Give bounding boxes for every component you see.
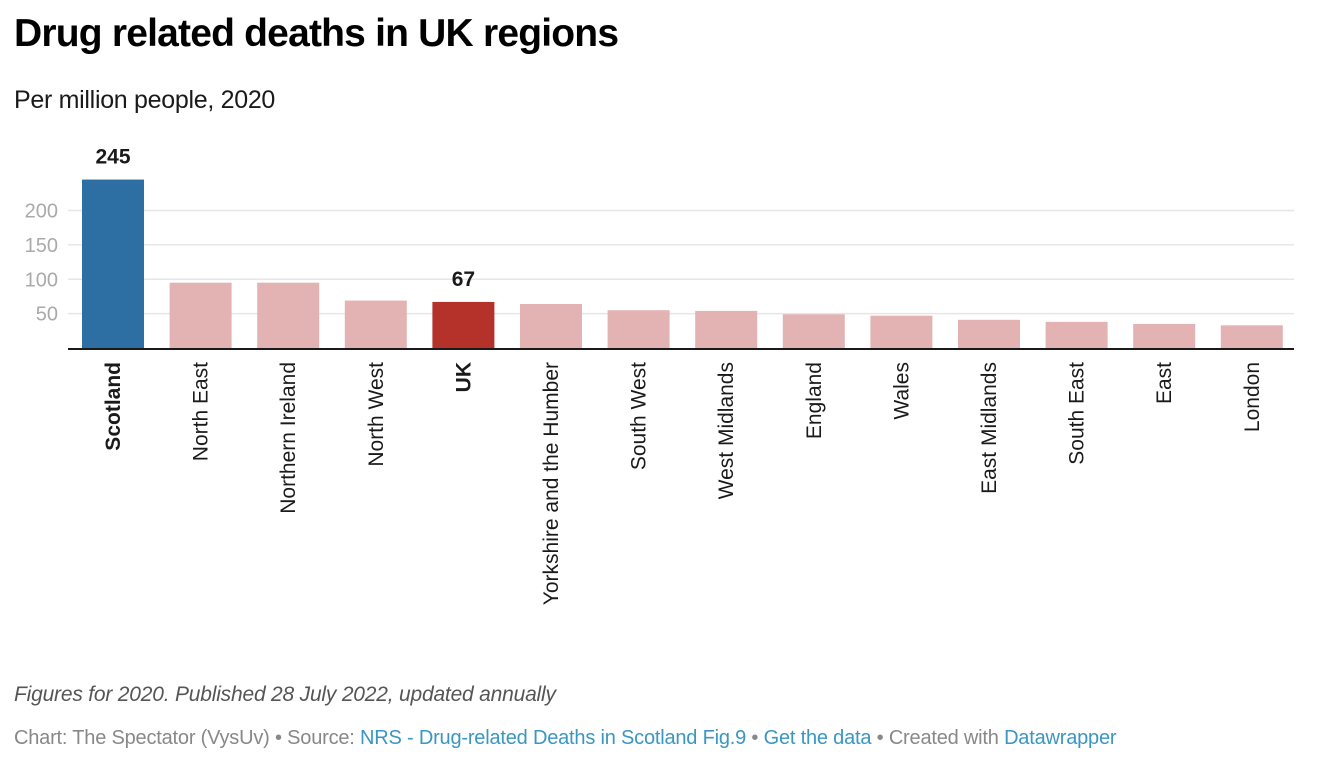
bar xyxy=(257,282,320,348)
x-tick-label: North East xyxy=(190,362,213,461)
y-tick-label: 200 xyxy=(25,201,58,223)
x-tick-label: UK xyxy=(452,362,475,392)
source-prefix: Source: xyxy=(287,727,355,749)
x-tick-label: East xyxy=(1153,362,1176,404)
x-tick-label: South East xyxy=(1066,362,1089,465)
bars xyxy=(82,179,1283,348)
bar xyxy=(958,319,1020,348)
chart-byline: Chart: The Spectator (VysUv) • Source: N… xyxy=(14,727,1117,750)
x-tick-label: England xyxy=(803,362,826,439)
y-tick-label: 150 xyxy=(25,235,58,257)
x-tick-label: Scotland xyxy=(102,362,125,451)
x-tick-label: West Midlands xyxy=(715,362,738,499)
gridlines xyxy=(68,209,1294,315)
bar xyxy=(432,301,495,348)
source-link[interactable]: NRS - Drug-related Deaths in Scotland Fi… xyxy=(360,727,747,749)
created-with-prefix: Created with xyxy=(888,727,999,749)
chart-subtitle: Per million people, 2020 xyxy=(14,86,276,114)
x-tick-label: North West xyxy=(365,362,388,467)
x-tick-label: South West xyxy=(628,362,651,470)
bar-chart: 50 100 150 200 245 67 Scotland North East Nort… xyxy=(25,146,1294,605)
bar xyxy=(695,310,758,348)
bar xyxy=(344,300,407,348)
x-tick-label: Yorkshire and the Humber xyxy=(540,362,563,605)
value-label: 67 xyxy=(452,268,475,291)
get-the-data-link[interactable]: Get the data xyxy=(763,727,872,749)
bar xyxy=(169,282,232,348)
bar xyxy=(1045,321,1108,348)
bar xyxy=(520,304,582,348)
bar xyxy=(607,310,670,348)
bar xyxy=(1133,323,1196,348)
x-tick-label: Northern Ireland xyxy=(277,362,300,514)
chart-notes: Figures for 2020. Published 28 July 2022… xyxy=(14,683,556,706)
bar xyxy=(1220,325,1283,348)
x-axis-labels: Scotland North East Northern Ireland North … xyxy=(102,362,1264,605)
separator: • xyxy=(876,727,884,749)
x-tick-label: London xyxy=(1241,362,1264,432)
separator: • xyxy=(751,727,759,749)
bar xyxy=(870,315,933,348)
x-tick-label: East Midlands xyxy=(978,362,1001,494)
y-axis-ticks: 50 100 150 200 xyxy=(25,201,58,326)
y-tick-label: 100 xyxy=(25,269,58,291)
chart-credit: Chart: The Spectator (VysUv) xyxy=(14,727,270,749)
x-tick-label: Wales xyxy=(890,362,913,420)
separator: • xyxy=(274,727,282,749)
value-labels: 245 67 xyxy=(95,146,475,291)
y-tick-label: 50 xyxy=(36,304,58,326)
chart-title: Drug related deaths in UK regions xyxy=(14,12,619,55)
bar xyxy=(782,314,845,348)
datawrapper-link[interactable]: Datawrapper xyxy=(1004,727,1117,749)
value-label: 245 xyxy=(95,146,130,169)
bar xyxy=(82,179,144,348)
